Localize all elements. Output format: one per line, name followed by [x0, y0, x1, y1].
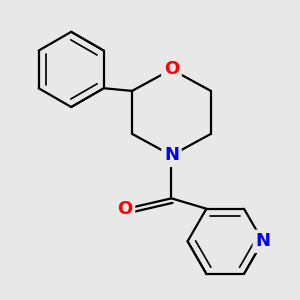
Text: O: O [117, 200, 133, 218]
Text: N: N [164, 146, 179, 164]
Text: O: O [164, 60, 179, 78]
Text: N: N [255, 232, 270, 250]
